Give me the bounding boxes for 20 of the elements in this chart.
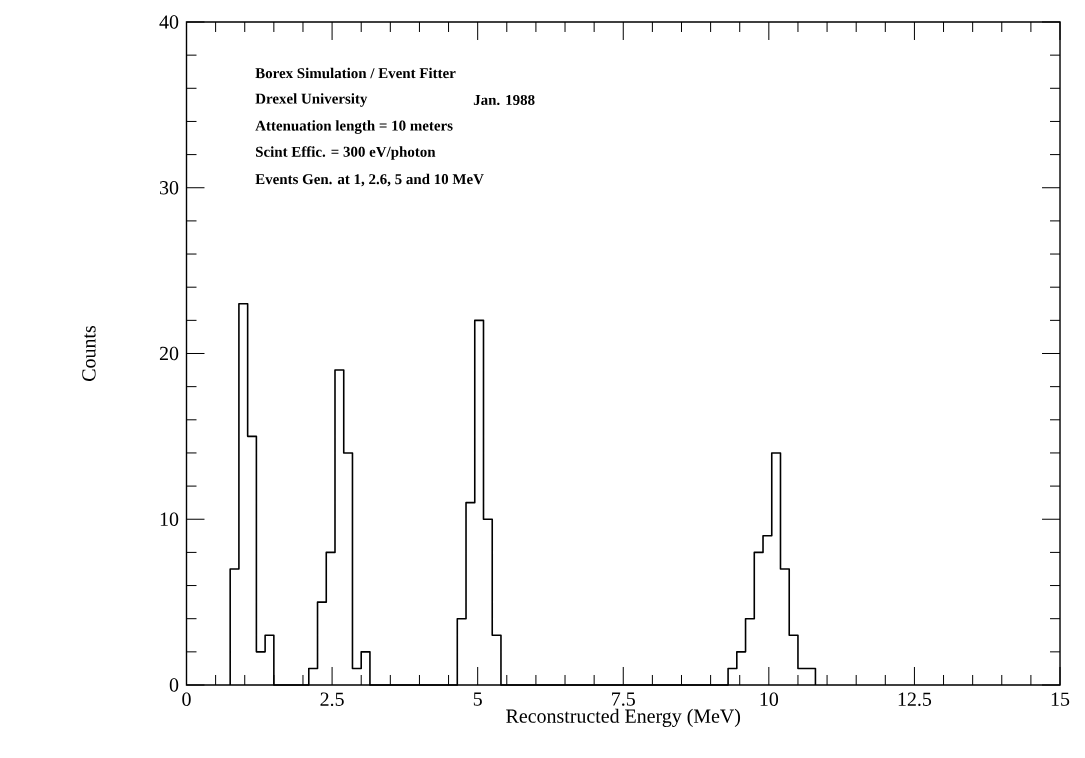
- annotation: Drexel University: [255, 93, 368, 107]
- x-tick-label: 15: [1051, 692, 1070, 706]
- y-axis-title: Counts: [82, 325, 96, 381]
- x-tick-label: 2.5: [320, 692, 344, 706]
- y-tick-label: 20: [159, 346, 179, 361]
- annotation: Events Gen. at 1, 2.6, 5 and 10 MeV: [255, 173, 484, 187]
- annotation: Borex Simulation / Event Fitter: [255, 67, 456, 79]
- x-tick-label: 12.5: [898, 692, 932, 706]
- y-tick-label: 40: [159, 15, 179, 29]
- x-tick-label: 10: [760, 692, 779, 706]
- x-axis-title: Reconstructed Energy (MeV): [506, 708, 741, 727]
- annotation: Scint Effic. = 300 eV/photon: [256, 146, 436, 160]
- x-tick-label: 7.5: [612, 692, 635, 706]
- y-tick-label: 0: [169, 678, 179, 692]
- x-tick-label: 5: [473, 692, 482, 706]
- annotation: Jan. 1988: [473, 94, 535, 106]
- y-tick-label: 10: [160, 512, 179, 526]
- x-tick-label: 0: [182, 692, 191, 706]
- annotation: Attenuation length = 10 meters: [255, 120, 453, 134]
- y-tick-label: 30: [160, 181, 179, 195]
